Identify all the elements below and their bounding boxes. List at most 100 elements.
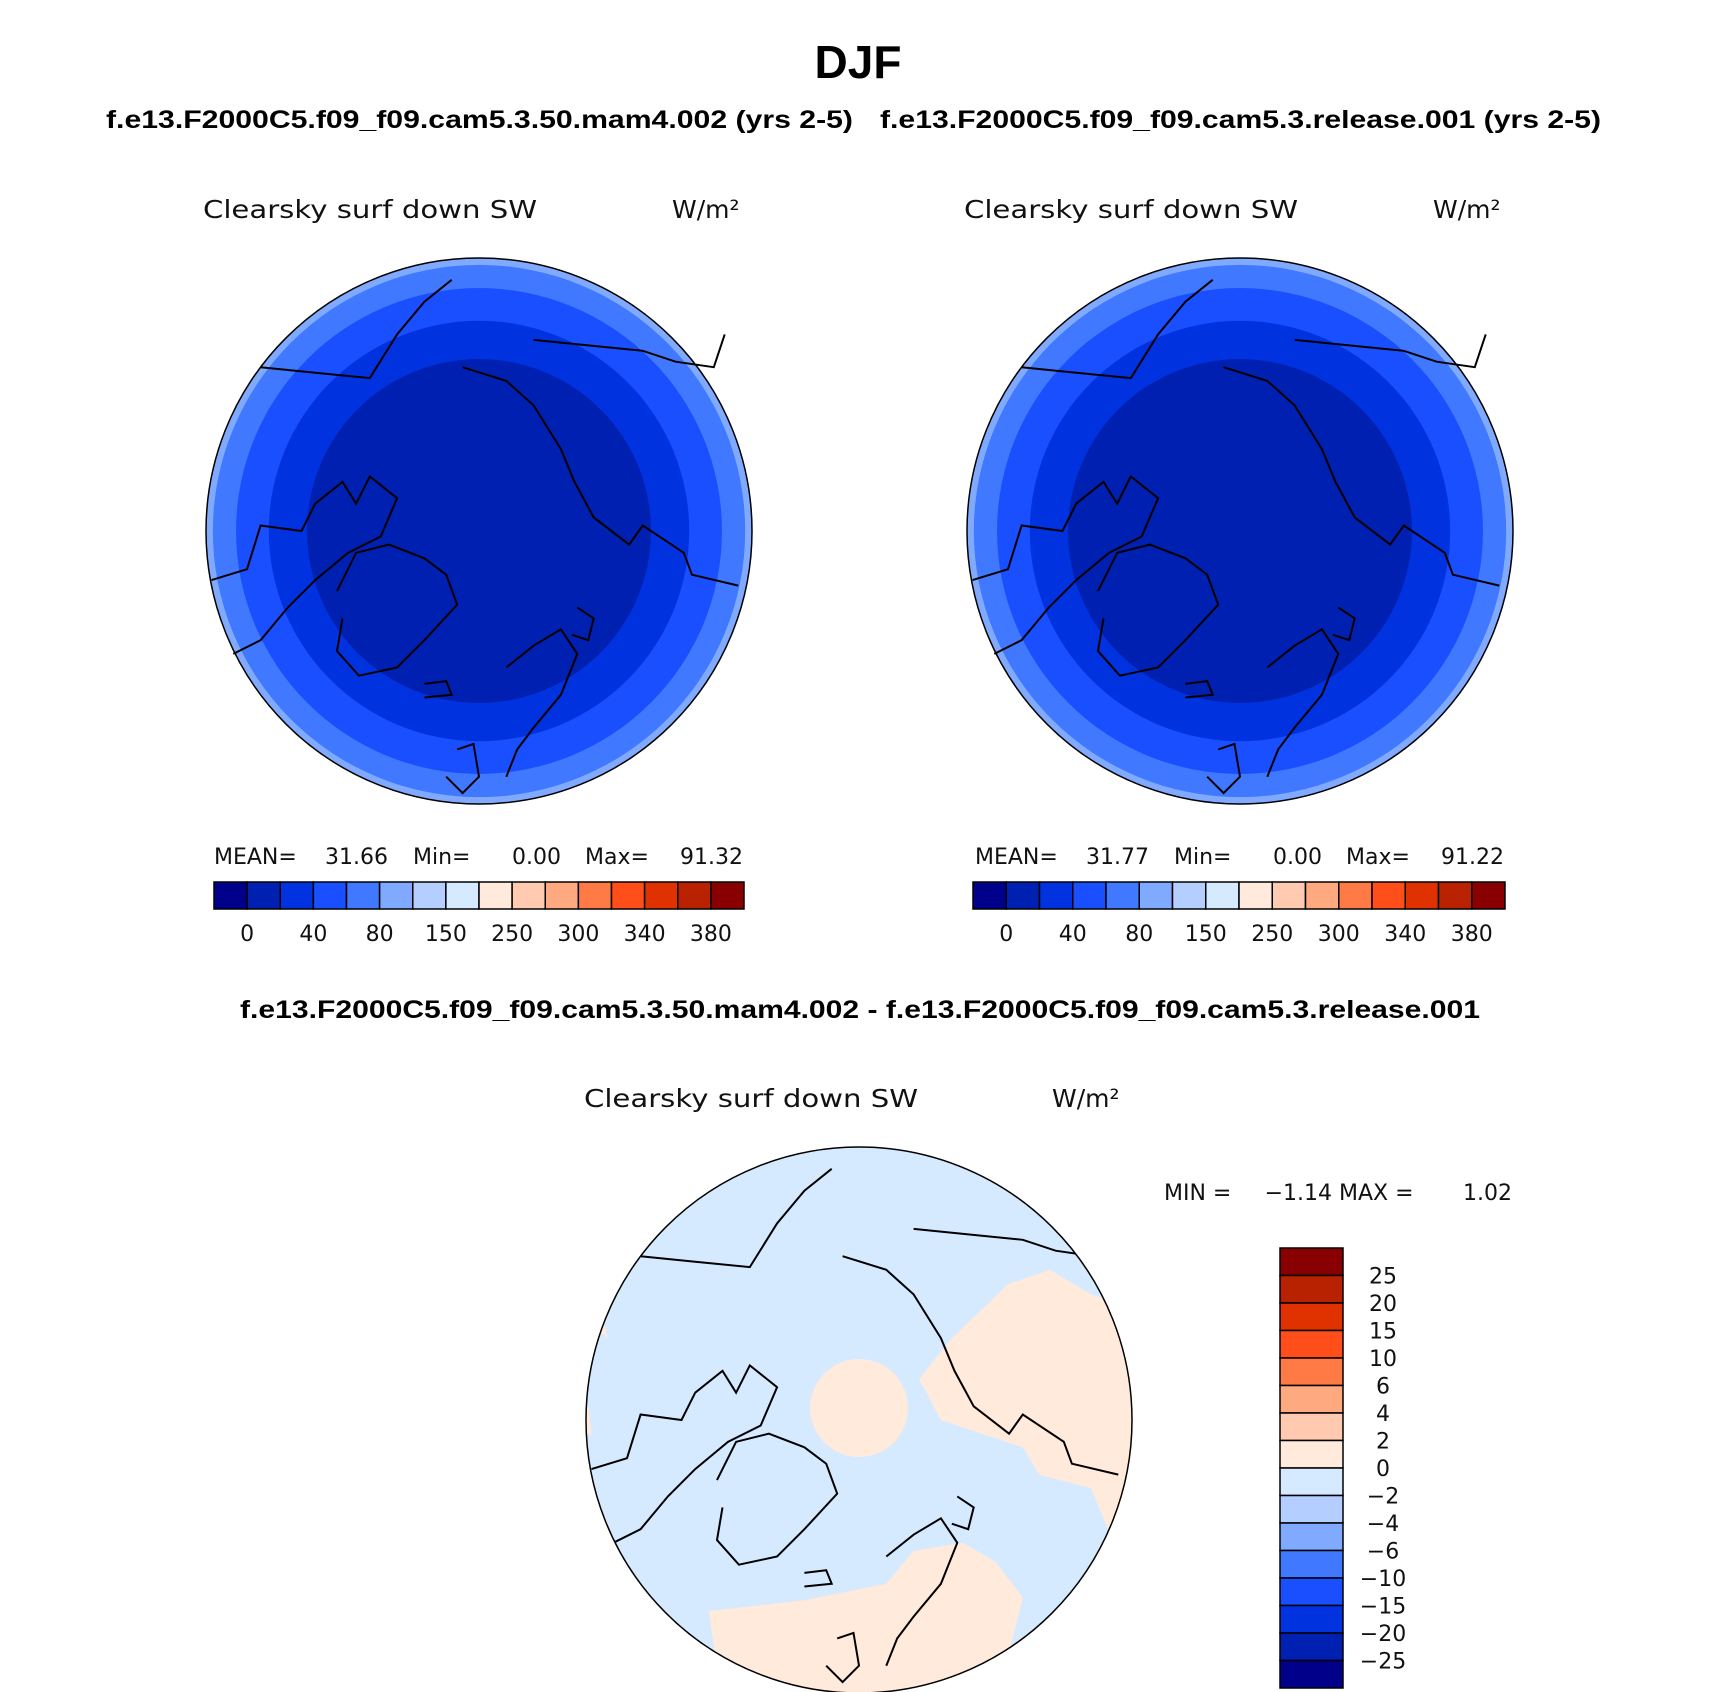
difference-polar-map (585, 1146, 1133, 1692)
right-polar-map (966, 257, 1514, 805)
colorbar-label: 380 (690, 922, 732, 947)
colorbar-box (1338, 881, 1373, 910)
coastline (972, 474, 1160, 655)
colorbar-box (1279, 1357, 1344, 1387)
mean-value: 31.66 (325, 845, 388, 870)
colorbar-label: 80 (1125, 922, 1153, 947)
colorbar-box (1404, 881, 1440, 910)
min-value: 0.00 (512, 845, 561, 870)
coastline (1223, 366, 1500, 587)
colorbar-box (577, 881, 613, 910)
colorbar-label: 2 (1376, 1430, 1390, 1455)
coastline (1185, 680, 1215, 699)
coastline (335, 543, 459, 677)
coastline (424, 680, 454, 699)
colorbar-box (1279, 1549, 1344, 1579)
positive-region (708, 1542, 1023, 1692)
diff-stats: MIN = −1.14 MAX = 1.02 (1164, 1181, 1512, 1206)
colorbar-box (1279, 1632, 1344, 1662)
colorbar-label: −25 (1360, 1650, 1406, 1675)
colorbar-box (1279, 1274, 1344, 1304)
coastline (533, 334, 726, 369)
min-value: 0.00 (1273, 845, 1322, 870)
colorbar-label: −6 (1367, 1540, 1399, 1565)
coastline (715, 1432, 839, 1566)
contour-band (307, 359, 651, 703)
colorbar-label: 340 (624, 922, 666, 947)
colorbar-box (972, 881, 1007, 910)
max-label: Max= (585, 845, 649, 870)
coastline (885, 1516, 959, 1667)
coastline (462, 366, 739, 587)
left-case-title: f.e13.F2000C5.f09_f09.cam5.3.50.mam4.002… (106, 106, 853, 134)
colorbar-box (1304, 881, 1340, 910)
coastline (640, 1168, 833, 1269)
max-value: 91.22 (1441, 845, 1504, 870)
figure-title: DJF (815, 36, 902, 88)
colorbar-box (1105, 881, 1140, 910)
colorbar-box (345, 881, 381, 910)
colorbar-box (1371, 881, 1406, 910)
colorbar-label: 150 (425, 922, 467, 947)
colorbar-box (1005, 881, 1041, 910)
right-variable-label: Clearsky surf down SW (964, 195, 1298, 224)
left-polar-map (205, 257, 753, 805)
colorbar-box (1279, 1384, 1344, 1414)
coastline (1332, 606, 1356, 642)
max-value: 91.32 (680, 845, 743, 870)
colorbar-box (1279, 1522, 1344, 1552)
colorbar-label: −15 (1360, 1595, 1406, 1620)
colorbar-box (1238, 881, 1273, 910)
coastline (1021, 279, 1214, 380)
colorbar-label: 250 (1251, 922, 1293, 947)
diff-units-label: W/m² (1052, 1084, 1120, 1113)
colorbar-box (610, 881, 646, 910)
colorbar-label: 0 (1376, 1457, 1390, 1482)
diff-variable-label: Clearsky surf down SW (584, 1084, 918, 1113)
colorbar-box (1471, 881, 1506, 910)
colorbar-label: 25 (1369, 1265, 1397, 1290)
colorbar-box (677, 881, 712, 910)
colorbar-box (246, 881, 281, 910)
coastline (211, 474, 399, 655)
left-colorbar: 0 40 80 150 250 300 340 380 (213, 881, 745, 947)
colorbar-label: −10 (1360, 1567, 1406, 1592)
colorbar-box (1279, 1494, 1344, 1524)
colorbar-box (412, 881, 447, 910)
colorbar-label: 380 (1451, 922, 1493, 947)
colorbar-label: 40 (299, 922, 327, 947)
contour-band (1068, 359, 1412, 703)
colorbar-label: 6 (1376, 1375, 1390, 1400)
colorbar-box (1205, 881, 1240, 910)
colorbar-box (1279, 1439, 1344, 1469)
min-label: MIN = (1164, 1181, 1231, 1206)
map-boundary (585, 1146, 1133, 1692)
colorbar-label: 250 (491, 922, 533, 947)
colorbar-box (445, 881, 480, 910)
colorbar-box (1279, 1329, 1344, 1359)
mean-label: MEAN= (975, 845, 1058, 870)
coastline (842, 1255, 1119, 1476)
colorbar-label: 15 (1369, 1320, 1397, 1345)
colorbar-box (1279, 1659, 1344, 1689)
coastline (1266, 627, 1340, 778)
colorbar-box (1138, 881, 1174, 910)
coastline (260, 279, 453, 380)
right-units-label: W/m² (1433, 195, 1501, 224)
left-variable-label: Clearsky surf down SW (203, 195, 537, 224)
max-value: 1.02 (1463, 1181, 1512, 1206)
min-label: Min= (413, 845, 470, 870)
coastline (445, 742, 481, 795)
colorbar-label: 10 (1369, 1347, 1397, 1372)
colorbar-label: 340 (1384, 922, 1426, 947)
colorbar-box (544, 881, 580, 910)
coastline (1206, 742, 1242, 795)
coastline (825, 1631, 861, 1684)
mean-label: MEAN= (214, 845, 297, 870)
max-label: MAX = (1339, 1181, 1414, 1206)
right-case-title: f.e13.F2000C5.f09_f09.cam5.3.release.001… (880, 106, 1601, 134)
map-boundary (205, 257, 753, 805)
colorbar-label: 20 (1369, 1292, 1397, 1317)
